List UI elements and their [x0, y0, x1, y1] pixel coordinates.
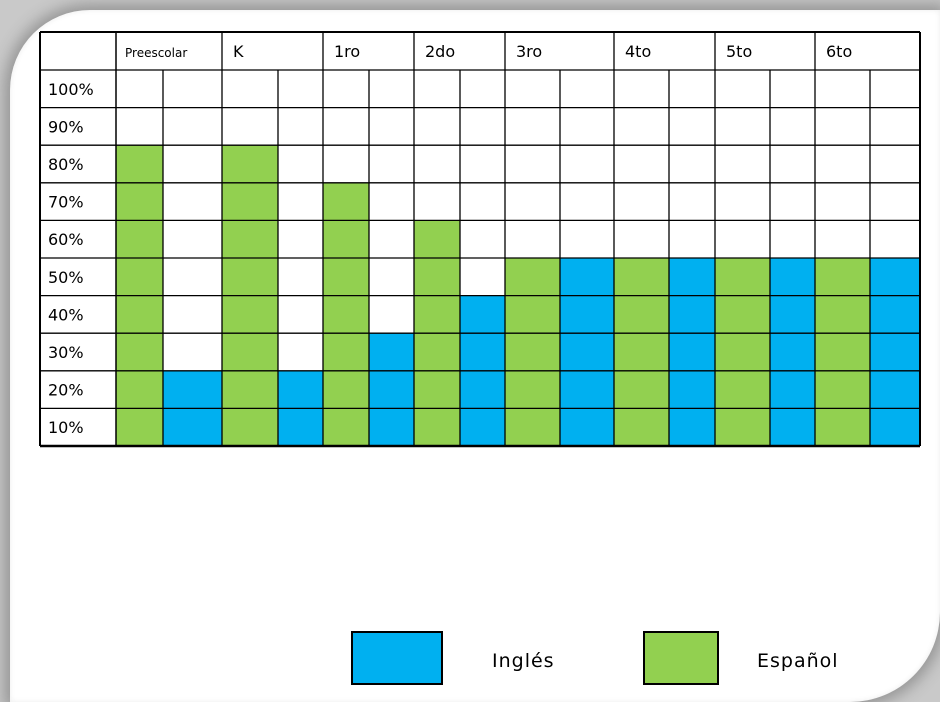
row-label-60%: 60%: [48, 230, 84, 249]
bar-ingles-4to: [669, 258, 715, 446]
row-label-30%: 30%: [48, 343, 84, 362]
legend: Inglés Español: [351, 631, 839, 685]
row-label-80%: 80%: [48, 155, 84, 174]
category-label-3ro: 3ro: [516, 42, 542, 61]
bar-espanol-3ro: [505, 258, 560, 446]
legend-label-espanol: Español: [757, 650, 839, 672]
row-label-10%: 10%: [48, 418, 84, 437]
bar-espanol-1ro: [323, 182, 369, 447]
category-label-4to: 4to: [625, 42, 651, 61]
legend-swatch-ingles: [351, 631, 443, 685]
bar-espanol-6to: [815, 258, 870, 446]
category-label-6to: 6to: [826, 42, 852, 61]
bar-ingles-1ro: [369, 333, 414, 446]
row-label-70%: 70%: [48, 193, 84, 212]
category-label-K: K: [233, 42, 244, 61]
legend-label-ingles: Inglés: [492, 650, 555, 672]
row-label-40%: 40%: [48, 305, 84, 324]
category-label-1ro: 1ro: [334, 42, 360, 61]
legend-swatch-espanol: [643, 631, 719, 685]
bar-espanol-4to: [614, 258, 669, 446]
row-label-50%: 50%: [48, 268, 84, 287]
grid-lines: [39, 31, 921, 448]
axis-labels: Preescolar K 1ro 2do 3ro 4to 5to 6to 100% 90% 80% 7…: [48, 42, 852, 437]
row-label-90%: 90%: [48, 117, 84, 136]
bar-ingles-5to: [770, 258, 815, 446]
category-label-2do: 2do: [425, 42, 455, 61]
bar-ingles-6to: [870, 258, 920, 446]
bar-espanol-5to: [715, 258, 770, 446]
bar-ingles-3ro: [560, 258, 614, 446]
category-label-5to: 5to: [726, 42, 752, 61]
row-label-20%: 20%: [48, 381, 84, 400]
row-label-100%: 100%: [48, 80, 94, 99]
category-label-Preescolar: Preescolar: [125, 46, 187, 60]
